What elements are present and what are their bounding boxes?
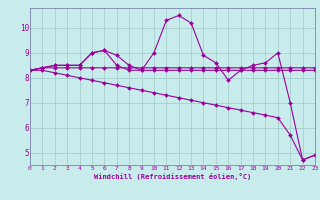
X-axis label: Windchill (Refroidissement éolien,°C): Windchill (Refroidissement éolien,°C) [94,173,251,180]
